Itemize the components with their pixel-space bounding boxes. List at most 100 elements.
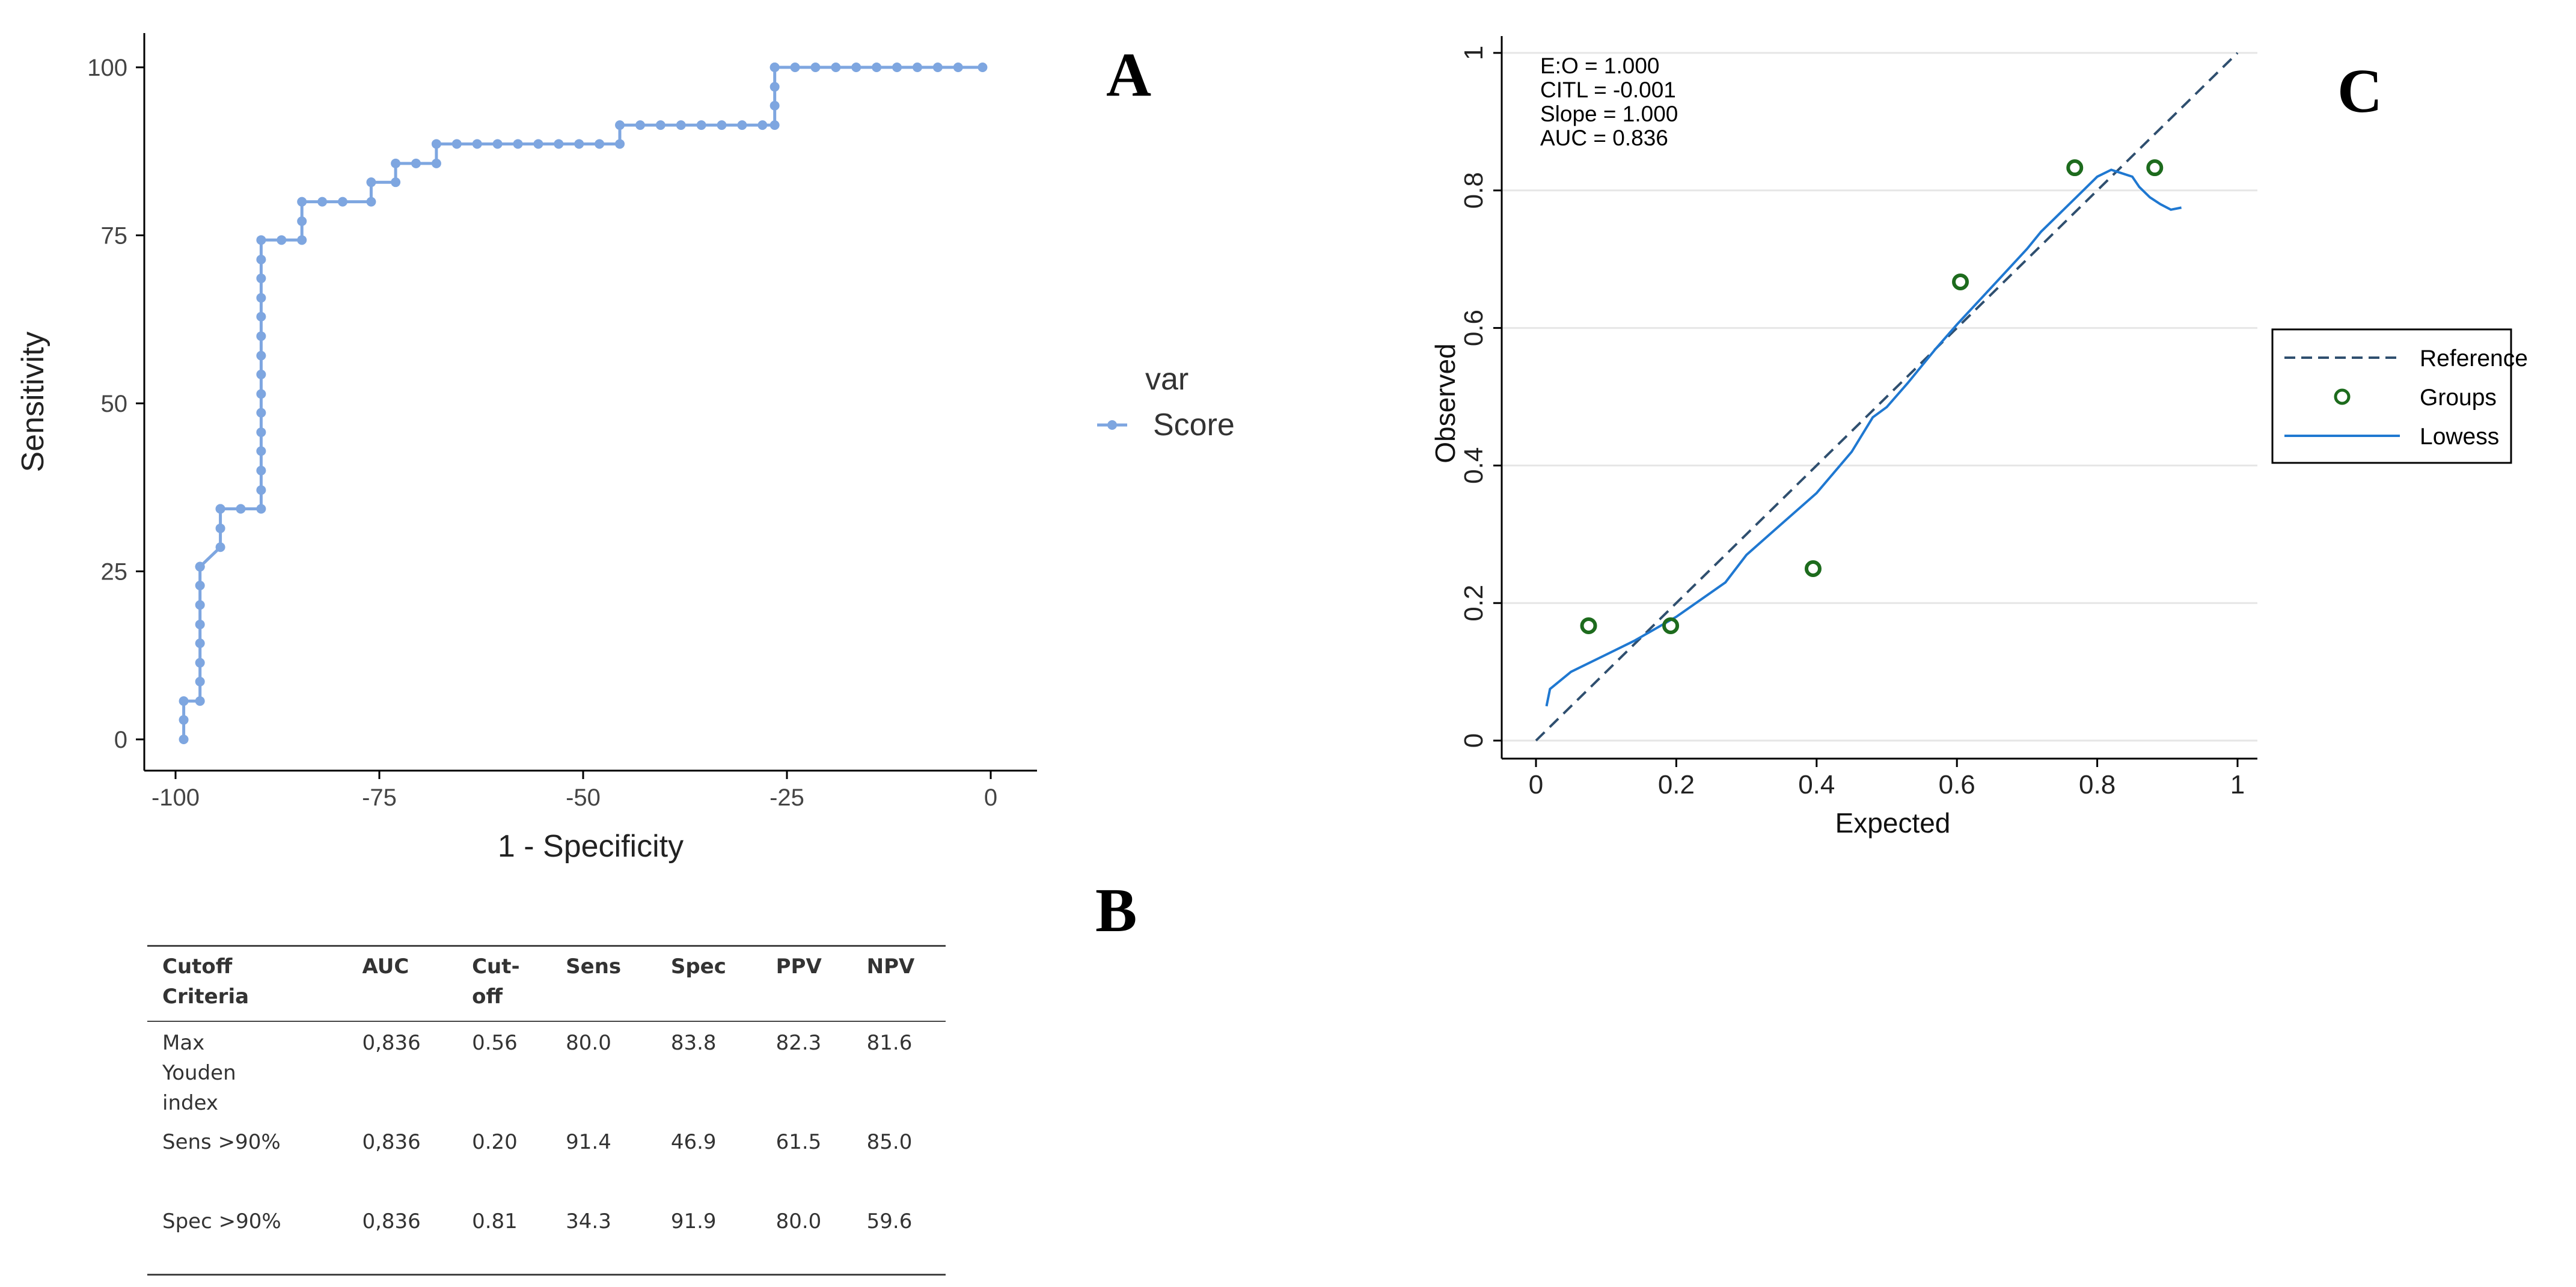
x-tick-label: 0 xyxy=(984,784,997,811)
group-point xyxy=(2146,159,2164,177)
roc-point xyxy=(195,658,205,668)
x-tick-label: 0.6 xyxy=(1939,770,1975,799)
roc-point xyxy=(179,696,189,706)
legend-label-score: Score xyxy=(1153,408,1235,442)
x-tick-label: -75 xyxy=(362,784,397,811)
roc-point xyxy=(215,542,225,552)
table-header-row: Cutoff Criteria AUC Cut-off Sens Spec PPV NPV xyxy=(147,945,946,1022)
y-tick-label: 0 xyxy=(1459,733,1488,748)
roc-point xyxy=(297,197,307,207)
table-row: Spec >90% 0,836 0.81 34.3 91.9 80.0 59.6 xyxy=(147,1200,946,1276)
roc-point xyxy=(195,638,205,649)
roc-point xyxy=(431,139,441,149)
table-header-cell: PPV xyxy=(760,945,852,1022)
roc-point xyxy=(256,465,266,475)
roc-point xyxy=(595,139,605,149)
roc-point xyxy=(533,139,543,149)
y-tick-label: 0.8 xyxy=(1459,172,1488,209)
calibration-gridlines xyxy=(1502,52,2257,742)
roc-point xyxy=(215,523,225,533)
x-tick-label: 0 xyxy=(1529,770,1543,799)
table-header-cell: AUC xyxy=(347,945,457,1022)
roc-point xyxy=(472,139,482,149)
panel-label-c: C xyxy=(2337,57,2383,126)
roc-point xyxy=(513,139,523,149)
annotation-text: E:O = 1.000 xyxy=(1540,53,1660,78)
calibration-series xyxy=(1535,52,2239,742)
roc-point xyxy=(366,177,376,188)
y-tick-label: 0.4 xyxy=(1459,447,1488,484)
roc-point xyxy=(872,63,882,72)
annotation-text: Slope = 1.000 xyxy=(1540,102,1678,126)
cutoff-criteria-table: Cutoff Criteria AUC Cut-off Sens Spec PPV NPV M… xyxy=(147,945,946,1276)
roc-point xyxy=(615,139,625,149)
x-tick-label: -25 xyxy=(769,784,804,811)
roc-series xyxy=(179,63,988,744)
x-axis-title: 1 - Specificity xyxy=(498,829,684,864)
table-cell: 91.9 xyxy=(655,1200,761,1276)
roc-point xyxy=(256,408,266,418)
panel-label-b: B xyxy=(1095,876,1137,945)
roc-point xyxy=(195,561,205,572)
table-cell: 82.3 xyxy=(776,1030,822,1055)
roc-point xyxy=(195,696,205,706)
table-header-cell: Cutoff Criteria xyxy=(147,945,347,1022)
roc-point xyxy=(932,63,943,72)
legend-label: Lowess xyxy=(2420,424,2499,450)
table-cell: 85.0 xyxy=(866,1130,913,1154)
table-cell: 0,836 xyxy=(362,1030,421,1055)
table-cell: 81.6 xyxy=(866,1030,913,1055)
roc-point xyxy=(215,504,225,514)
y-tick-label: 1 xyxy=(1459,46,1488,60)
calibration-axes: 0 0.2 0.4 0.6 0.8 1 0 0.2 0.4 0.6 0.8 1 Expected Obse… xyxy=(1430,36,2257,839)
legend-title: var xyxy=(1145,362,1189,397)
table-cell: Sens >90% xyxy=(162,1130,281,1154)
group-point xyxy=(1662,617,1680,634)
roc-point xyxy=(297,216,307,227)
annotation-text: CITL = -0.001 xyxy=(1540,78,1676,102)
y-axis-title: Sensitivity xyxy=(16,331,50,472)
roc-point xyxy=(317,197,328,207)
table-cell: 46.9 xyxy=(670,1130,717,1154)
y-tick-label: 75 xyxy=(101,223,128,249)
roc-point xyxy=(554,139,564,149)
roc-point xyxy=(717,120,727,130)
table-cell: 83.8 xyxy=(670,1030,717,1055)
table-cell: 80.0 xyxy=(760,1200,852,1276)
group-point xyxy=(2066,159,2084,177)
reference-line xyxy=(1535,52,2239,742)
legend-label: Groups xyxy=(2420,385,2497,411)
roc-point xyxy=(977,63,988,72)
roc-point xyxy=(574,139,584,149)
roc-point xyxy=(195,580,205,590)
roc-point xyxy=(892,63,902,72)
roc-point xyxy=(256,311,266,322)
calibration-legend: Reference Groups Lowess xyxy=(2271,328,2528,464)
roc-point xyxy=(635,120,645,130)
lowess-line xyxy=(1545,168,2182,707)
table-header-cell: Cut-off xyxy=(457,945,551,1022)
table-row: Sens >90% 0,836 0.20 91.4 46.9 61.5 85.0 xyxy=(147,1121,946,1200)
table-body: Max Youden index 0,836 0.56 80.0 83.8 82.3 81.6 S… xyxy=(147,1021,946,1276)
calibration-plot: 0 0.2 0.4 0.6 0.8 1 0 0.2 0.4 0.6 0.8 1 Expected Obse… xyxy=(1430,36,2528,839)
roc-point xyxy=(256,274,266,284)
roc-point xyxy=(810,63,821,72)
table-cell: 0,836 xyxy=(362,1130,421,1154)
roc-point xyxy=(297,235,307,245)
table-cell: 61.5 xyxy=(776,1130,822,1154)
roc-point xyxy=(195,619,205,629)
roc-point xyxy=(737,120,747,130)
roc-point xyxy=(851,63,861,72)
table-cell: 80.0 xyxy=(566,1030,611,1055)
y-axis-title: Observed xyxy=(1430,343,1461,463)
roc-point xyxy=(256,369,266,379)
roc-point xyxy=(655,120,665,130)
roc-point xyxy=(391,158,401,168)
roc-point xyxy=(769,82,780,92)
roc-point xyxy=(256,427,266,438)
roc-axes: -100 -75 -50 -25 0 0 25 50 75 100 1 - Specificity S… xyxy=(16,33,1037,864)
roc-point xyxy=(615,120,625,130)
roc-point xyxy=(256,485,266,495)
roc-point xyxy=(451,139,462,149)
roc-point xyxy=(256,254,266,264)
